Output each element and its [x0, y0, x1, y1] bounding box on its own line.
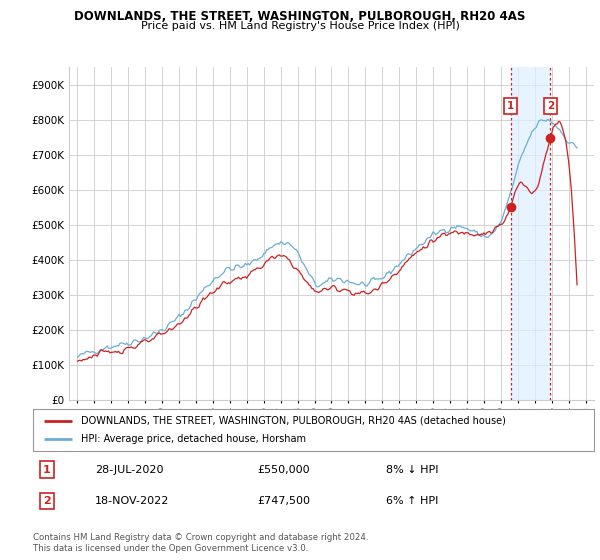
Text: DOWNLANDS, THE STREET, WASHINGTON, PULBOROUGH, RH20 4AS: DOWNLANDS, THE STREET, WASHINGTON, PULBO…	[74, 10, 526, 23]
Text: 18-NOV-2022: 18-NOV-2022	[95, 496, 169, 506]
Text: DOWNLANDS, THE STREET, WASHINGTON, PULBOROUGH, RH20 4AS (detached house): DOWNLANDS, THE STREET, WASHINGTON, PULBO…	[80, 416, 506, 426]
Text: 28-JUL-2020: 28-JUL-2020	[95, 465, 163, 474]
Text: HPI: Average price, detached house, Horsham: HPI: Average price, detached house, Hors…	[80, 434, 305, 444]
Text: 1: 1	[43, 465, 51, 474]
Text: Contains HM Land Registry data © Crown copyright and database right 2024.
This d: Contains HM Land Registry data © Crown c…	[33, 533, 368, 553]
Bar	[511, 67, 550, 400]
Text: Price paid vs. HM Land Registry's House Price Index (HPI): Price paid vs. HM Land Registry's House …	[140, 21, 460, 31]
Text: 8% ↓ HPI: 8% ↓ HPI	[386, 465, 439, 474]
Text: 2: 2	[547, 101, 554, 111]
Text: 1: 1	[507, 101, 514, 111]
Text: 6% ↑ HPI: 6% ↑ HPI	[386, 496, 439, 506]
Text: 2: 2	[43, 496, 51, 506]
Text: £550,000: £550,000	[257, 465, 310, 474]
Text: £747,500: £747,500	[257, 496, 310, 506]
